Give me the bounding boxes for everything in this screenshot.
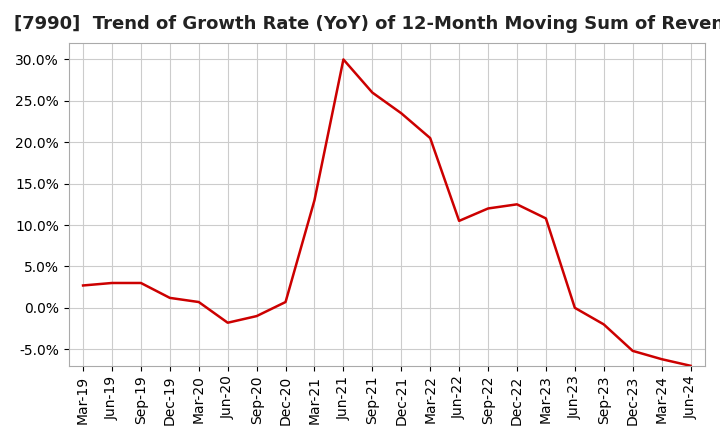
- Title: [7990]  Trend of Growth Rate (YoY) of 12-Month Moving Sum of Revenues: [7990] Trend of Growth Rate (YoY) of 12-…: [14, 15, 720, 33]
